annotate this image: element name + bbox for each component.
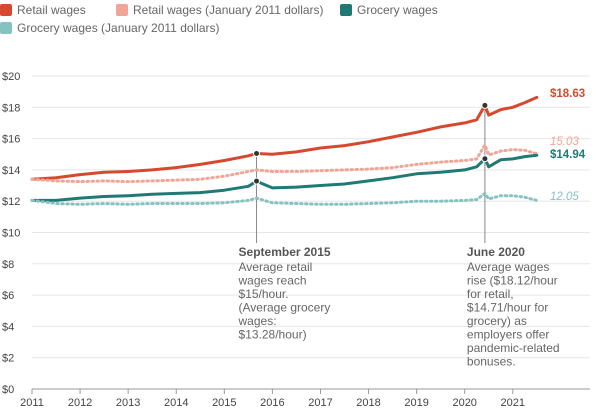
annotation-text-line: Average wages <box>467 260 550 274</box>
annotation-text-line: for retail, <box>467 287 514 301</box>
series-line-3 <box>30 191 539 206</box>
y-tick-label: $4 <box>2 321 14 333</box>
x-tick-label: 2018 <box>356 397 380 409</box>
x-tick-label: 2020 <box>452 397 476 409</box>
y-tick-label: $14 <box>2 165 20 177</box>
annotation-marker-layer <box>253 101 489 185</box>
annotation-text-line: rise ($18.12/hour <box>467 274 558 288</box>
annotation-text-line: pandemic-related <box>467 341 560 355</box>
y-tick-label: $20 <box>2 71 20 83</box>
annotation-title: June 2020 <box>467 245 525 259</box>
y-tick-label: $16 <box>2 134 20 146</box>
y-tick-label: $6 <box>2 290 14 302</box>
annotation-text-line: $13.28/hour) <box>239 328 307 342</box>
series-layer <box>30 95 539 206</box>
annotation-text-line: $15/hour. <box>239 287 289 301</box>
legend-item-grocery-wages[interactable]: Grocery wages <box>340 3 438 17</box>
series-end-label: 12.05 <box>550 191 579 203</box>
legend-swatch-grocery-wages-real <box>0 22 12 34</box>
series-line-1 <box>30 143 539 184</box>
x-tick-label: 2016 <box>260 397 284 409</box>
y-tick-label: $10 <box>2 228 20 240</box>
annotation-text-line: employers offer <box>467 328 549 342</box>
annotation-text-line: wages reach <box>238 274 307 288</box>
x-tick-label: 2011 <box>20 397 44 409</box>
legend-label-grocery-wages-real: Grocery wages (January 2011 dollars) <box>17 21 220 35</box>
x-tick-label: 2019 <box>404 397 428 409</box>
annotation-marker <box>253 177 261 185</box>
x-tick-label: 2017 <box>308 397 332 409</box>
series-line-0 <box>30 95 539 181</box>
annotation-text-line: Average retail <box>239 260 313 274</box>
legend-item-grocery-wages-real[interactable]: Grocery wages (January 2011 dollars) <box>0 21 220 35</box>
x-tick-label: 2012 <box>68 397 92 409</box>
legend-item-retail-wages[interactable]: Retail wages <box>0 3 86 17</box>
annotation-marker <box>481 155 489 163</box>
annotation-text-line: bonuses. <box>467 355 516 369</box>
y-tick-label: $12 <box>2 196 20 208</box>
annotation-text-line: (Average grocery <box>239 301 331 315</box>
annotation-text-line: grocery) as <box>467 314 527 328</box>
grid-layer <box>32 75 590 390</box>
y-tick-label: $18 <box>2 102 20 114</box>
annotation-text-line: $14.71/hour for <box>467 301 548 315</box>
axis-layer: $0 $2 $4 $6 $8 $10 $12 $14 $16 $18 $20 2011 2012 2013… <box>2 71 525 409</box>
legend-label-retail-wages: Retail wages <box>17 3 86 17</box>
x-tick-label: 2014 <box>164 397 188 409</box>
x-tick-label: 2021 <box>501 397 525 409</box>
legend-item-retail-wages-real[interactable]: Retail wages (January 2011 dollars) <box>116 3 324 17</box>
x-tick-label: 2013 <box>116 397 140 409</box>
legend-label-grocery-wages: Grocery wages <box>357 3 438 17</box>
series-end-label: $14.94 <box>550 149 586 161</box>
annotation-marker <box>253 149 261 157</box>
annotation-title: September 2015 <box>239 245 331 259</box>
y-tick-label: $0 <box>2 384 14 396</box>
annotation-marker <box>481 101 489 109</box>
legend-swatch-retail-wages <box>0 4 12 16</box>
series-end-label: $18.63 <box>550 88 585 100</box>
annotation-text-line: wages: <box>238 314 277 328</box>
series-end-label: 15.03 <box>550 136 579 148</box>
series-line-2 <box>30 153 539 202</box>
legend-swatch-retail-wages-real <box>116 4 128 16</box>
legend-label-retail-wages-real: Retail wages (January 2011 dollars) <box>133 3 324 17</box>
legend-swatch-grocery-wages <box>340 4 352 16</box>
y-tick-label: $2 <box>2 353 14 365</box>
y-tick-label: $8 <box>2 259 14 271</box>
x-tick-label: 2015 <box>212 397 236 409</box>
